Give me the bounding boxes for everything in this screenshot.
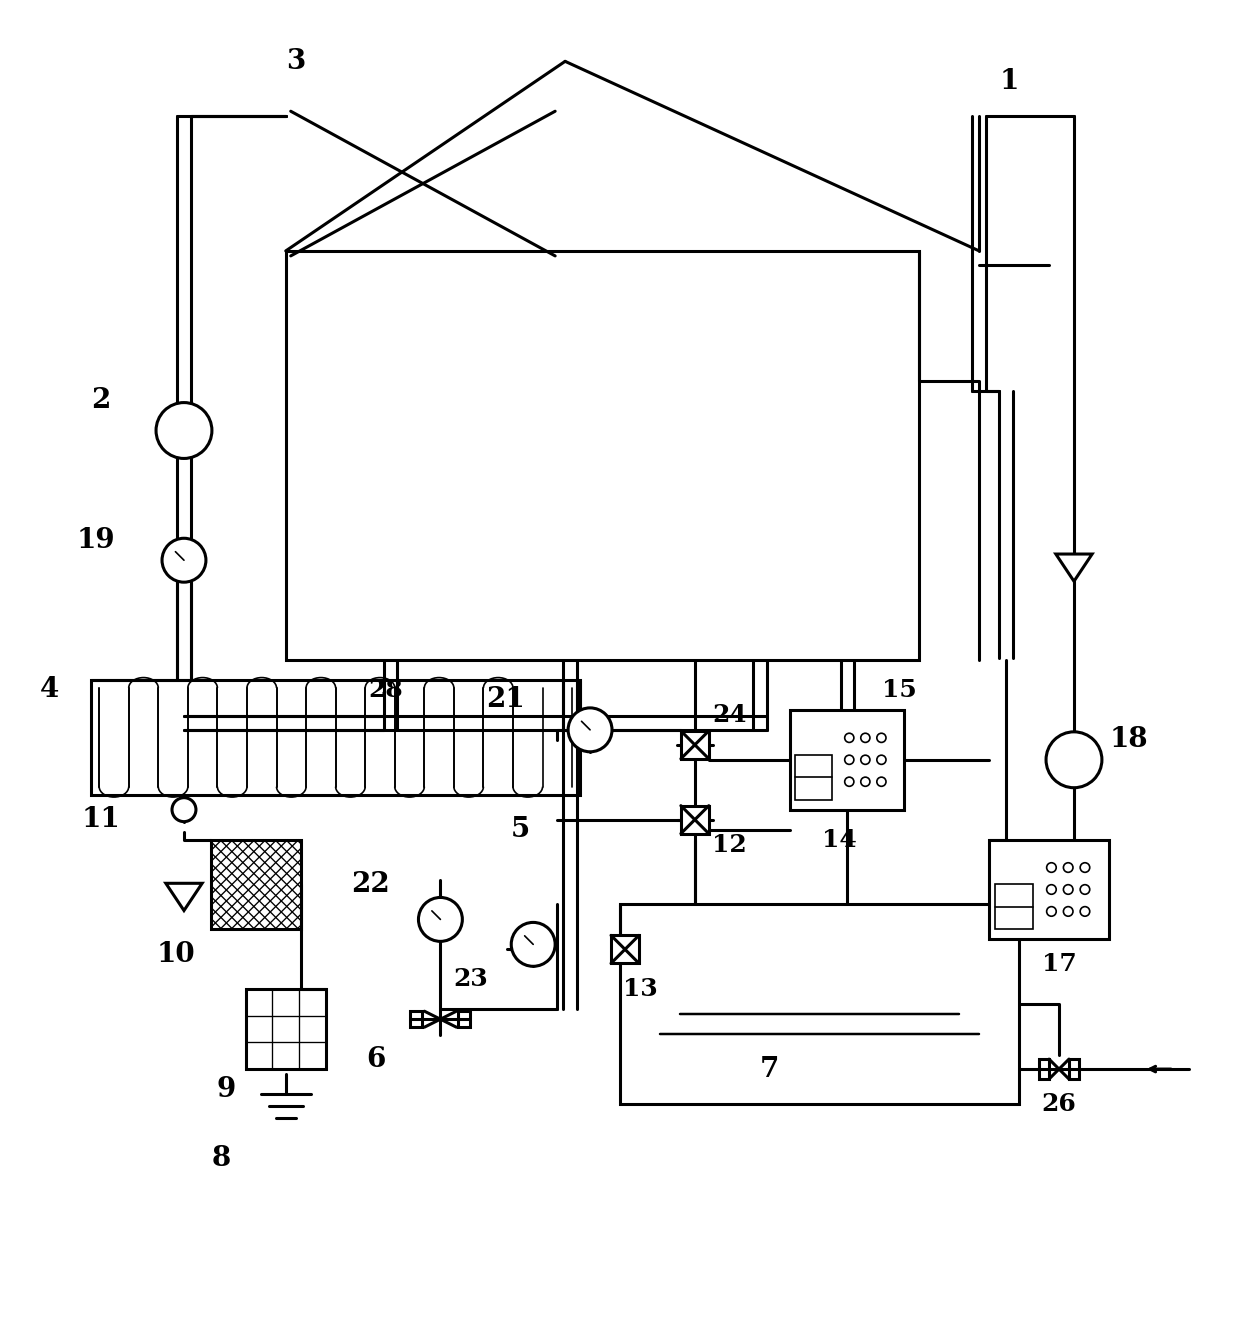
Circle shape	[156, 402, 212, 459]
Bar	[990, 840, 1109, 940]
Bar	[681, 805, 709, 833]
Circle shape	[861, 733, 870, 742]
Bar	[211, 840, 301, 929]
Circle shape	[172, 797, 196, 821]
Circle shape	[1064, 884, 1073, 895]
Bar	[410, 1011, 423, 1027]
Circle shape	[877, 733, 887, 742]
Text: 21: 21	[486, 687, 525, 713]
Text: 24: 24	[712, 702, 748, 726]
Text: 23: 23	[453, 967, 487, 991]
Circle shape	[511, 923, 556, 966]
Text: 17: 17	[1042, 953, 1076, 977]
Circle shape	[1047, 884, 1056, 895]
Circle shape	[1064, 907, 1073, 916]
Circle shape	[1047, 731, 1102, 788]
Polygon shape	[166, 883, 202, 911]
Text: 5: 5	[511, 816, 529, 844]
Text: 12: 12	[712, 833, 748, 857]
Text: 14: 14	[822, 828, 857, 851]
Text: 1: 1	[999, 67, 1019, 95]
Circle shape	[1080, 863, 1090, 873]
Circle shape	[1064, 863, 1073, 873]
Text: 3: 3	[286, 47, 305, 75]
Bar	[790, 710, 904, 809]
Bar	[285, 250, 919, 660]
Bar	[92, 680, 580, 795]
Text: 6: 6	[366, 1045, 386, 1073]
Text: 4: 4	[40, 676, 60, 704]
Circle shape	[1047, 907, 1056, 916]
Bar	[459, 1011, 470, 1027]
Circle shape	[1080, 907, 1090, 916]
Bar	[996, 884, 1033, 929]
Circle shape	[844, 778, 854, 787]
Text: 8: 8	[211, 1145, 231, 1173]
Bar	[620, 904, 1019, 1104]
Text: 28: 28	[368, 677, 403, 702]
Text: 18: 18	[1110, 726, 1148, 754]
Circle shape	[568, 708, 613, 751]
Bar	[1039, 1060, 1049, 1079]
Bar	[1069, 1060, 1079, 1079]
Circle shape	[418, 898, 463, 941]
Bar	[246, 990, 326, 1069]
Text: 7: 7	[760, 1056, 780, 1082]
Bar	[611, 936, 639, 963]
Text: 9: 9	[216, 1075, 236, 1103]
Text: 2: 2	[92, 387, 110, 414]
Text: 13: 13	[622, 977, 657, 1002]
Text: 22: 22	[351, 871, 389, 898]
Polygon shape	[1055, 554, 1092, 581]
Bar	[681, 731, 709, 759]
Circle shape	[877, 755, 887, 764]
Circle shape	[861, 755, 870, 764]
Circle shape	[877, 778, 887, 787]
Bar	[795, 755, 832, 800]
Text: 19: 19	[77, 527, 115, 554]
Circle shape	[844, 733, 854, 742]
Text: 11: 11	[82, 807, 120, 833]
Circle shape	[861, 778, 870, 787]
Circle shape	[1047, 863, 1056, 873]
Text: 26: 26	[1042, 1093, 1076, 1116]
Text: 15: 15	[882, 677, 916, 702]
Circle shape	[1080, 884, 1090, 895]
Text: 10: 10	[156, 941, 196, 967]
Circle shape	[162, 538, 206, 583]
Circle shape	[844, 755, 854, 764]
